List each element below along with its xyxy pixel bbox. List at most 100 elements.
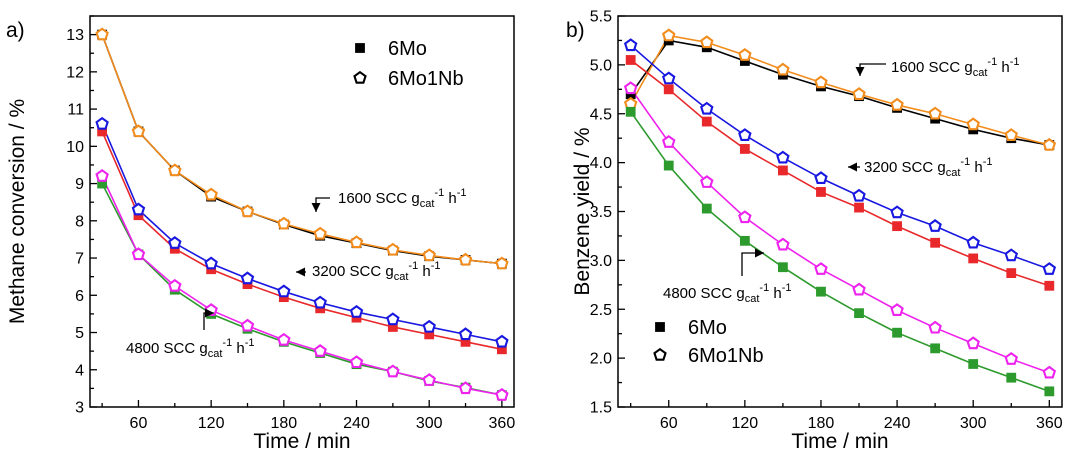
x-tick-label: 180 xyxy=(270,415,297,432)
y-tick-label: 9 xyxy=(75,176,84,193)
data-point-3200-6Mo xyxy=(816,187,826,197)
y-tick-label: 3 xyxy=(75,400,84,417)
annotation-1600: 1600 SCC gcat-1 h-1 xyxy=(855,56,1019,79)
data-point-4800-6Mo1Nb xyxy=(623,81,638,95)
data-point-3200-6Mo1Nb xyxy=(240,271,255,285)
data-point-1600-6Mo1Nb xyxy=(349,235,364,249)
annotation-arrow-head xyxy=(311,203,321,212)
y-tick-label: 5.0 xyxy=(590,57,612,74)
data-point-3200-6Mo xyxy=(701,116,712,127)
x-tick-label: 360 xyxy=(1036,415,1063,432)
data-point-3200-6Mo1Nb xyxy=(776,150,790,164)
y-tick-label: 5 xyxy=(75,325,84,342)
data-point-4800-6Mo1Nb xyxy=(349,355,364,369)
data-point-4800-6Mo1Nb xyxy=(814,262,828,275)
data-point-3200-6Mo xyxy=(968,253,979,264)
annotation-3200: 3200 SCC gcat-1 h-1 xyxy=(848,156,992,179)
legend: 6Mo 6Mo1Nb xyxy=(353,38,464,90)
x-tick-label: 60 xyxy=(660,415,678,432)
x-tick-label: 120 xyxy=(198,415,225,432)
data-point-1600-6Mo1Nb xyxy=(1004,128,1019,141)
data-point-1600-6Mo1Nb xyxy=(131,124,146,138)
data-point-4800-6Mo1Nb xyxy=(313,344,327,357)
annotation-arrow-line xyxy=(859,63,886,76)
data-point-3200-6Mo1Nb xyxy=(422,319,436,333)
data-point-4800-6Mo1Nb xyxy=(95,169,109,182)
data-point-1600-6Mo1Nb xyxy=(495,256,509,270)
data-point-1600-6Mo1Nb xyxy=(95,27,109,41)
y-tick-label: 13 xyxy=(66,27,84,44)
data-point-4800-6Mo1Nb xyxy=(890,303,904,316)
data-point-3200-6Mo1Nb xyxy=(814,171,828,185)
data-point-1600-6Mo1Nb xyxy=(966,117,980,131)
data-point-4800-6Mo1Nb xyxy=(131,247,146,261)
x-tick-label: 180 xyxy=(808,415,835,432)
y-tick-label: 2.0 xyxy=(590,351,612,368)
legend-label: 6Mo xyxy=(688,317,727,339)
plot-frame xyxy=(89,15,515,408)
series-line-4800-6Mo1Nb xyxy=(101,175,503,396)
annotation-label: 3200 SCC gcat-1 h-1 xyxy=(312,260,440,283)
data-point-4800-6Mo xyxy=(968,359,979,369)
data-point-1600-6Mo1Nb xyxy=(240,204,255,218)
legend-label: 6Mo1Nb xyxy=(688,345,764,367)
data-point-3200-6Mo1Nb xyxy=(204,256,218,270)
data-point-1600-6Mo1Nb xyxy=(700,35,714,49)
data-point-4800-6Mo xyxy=(854,308,864,319)
data-point-3200-6Mo xyxy=(854,202,864,213)
data-point-3200-6Mo1Nb xyxy=(852,188,866,202)
data-point-3200-6Mo1Nb xyxy=(131,202,146,216)
data-point-3200-6Mo xyxy=(1044,280,1055,291)
annotation-4800: 4800 SCC gcat-1 h-1 xyxy=(663,248,791,305)
data-point-1600-6Mo1Nb xyxy=(738,48,752,61)
x-tick-label: 300 xyxy=(960,415,987,432)
y-tick-label: 4.5 xyxy=(590,106,612,123)
y-tick-label: 1.5 xyxy=(590,400,612,417)
data-point-4800-6Mo1Nb xyxy=(661,135,676,148)
x-tick-label: 360 xyxy=(489,415,516,432)
chart-panel-a: 60 120 180 240 300 360 3 4 5 6 7 8 9 10 11 12 13 Time / m… xyxy=(6,15,516,453)
data-point-4800-6Mo1Nb xyxy=(852,282,866,296)
data-point-3200-6Mo xyxy=(663,84,674,95)
y-tick-label: 4 xyxy=(75,362,84,379)
data-point-4800-6Mo xyxy=(701,203,712,214)
data-point-4800-6Mo1Nb xyxy=(168,278,182,292)
series-line-1600-6Mo xyxy=(630,39,1050,146)
data-point-3200-6Mo1Nb xyxy=(966,235,980,249)
data-point-4800-6Mo xyxy=(778,262,788,273)
annotation-label: 4800 SCC gcat-1 h-1 xyxy=(663,282,791,305)
panel-label: b) xyxy=(566,19,585,42)
annotation-1600: 1600 SCC gcat-1 h-1 xyxy=(311,187,466,212)
series-line-4800-6Mo xyxy=(630,111,1050,393)
annotation-label: 3200 SCC gcat-1 h-1 xyxy=(864,156,992,179)
data-point-3200-6Mo xyxy=(930,237,941,248)
legend-label: 6Mo1Nb xyxy=(388,68,464,90)
data-point-3200-6Mo1Nb xyxy=(313,295,327,309)
data-point-4800-6Mo1Nb xyxy=(928,320,942,334)
x-tick-label: 120 xyxy=(732,415,759,432)
data-point-4800-6Mo xyxy=(1006,372,1017,383)
data-point-4800-6Mo xyxy=(930,343,941,354)
data-point-4800-6Mo1Nb xyxy=(458,381,473,395)
data-point-4800-6Mo xyxy=(892,327,902,338)
data-point-1600-6Mo1Nb xyxy=(890,97,904,111)
data-point-4800-6Mo1Nb xyxy=(1004,352,1019,365)
annotation-arrow-line xyxy=(741,252,764,276)
legend-marker xyxy=(355,43,365,53)
data-point-1600-6Mo1Nb xyxy=(277,216,291,230)
data-point-3200-6Mo1Nb xyxy=(700,101,714,115)
data-point-1600-6Mo1Nb xyxy=(661,28,676,42)
data-point-4800-6Mo1Nb xyxy=(966,336,980,350)
data-point-1600-6Mo1Nb xyxy=(422,248,436,262)
data-point-1600-6Mo1Nb xyxy=(458,252,473,266)
y-tick-label: 10 xyxy=(66,139,84,156)
annotation-arrow-head xyxy=(755,248,764,258)
data-point-1600-6Mo1Nb xyxy=(386,242,400,256)
data-point-3200-6Mo xyxy=(625,55,636,65)
x-tick-label: 240 xyxy=(884,415,911,432)
data-point-4800-6Mo1Nb xyxy=(738,210,752,224)
panel-label: a) xyxy=(6,19,25,42)
data-point-3200-6Mo1Nb xyxy=(738,128,752,141)
legend-marker xyxy=(653,347,667,361)
